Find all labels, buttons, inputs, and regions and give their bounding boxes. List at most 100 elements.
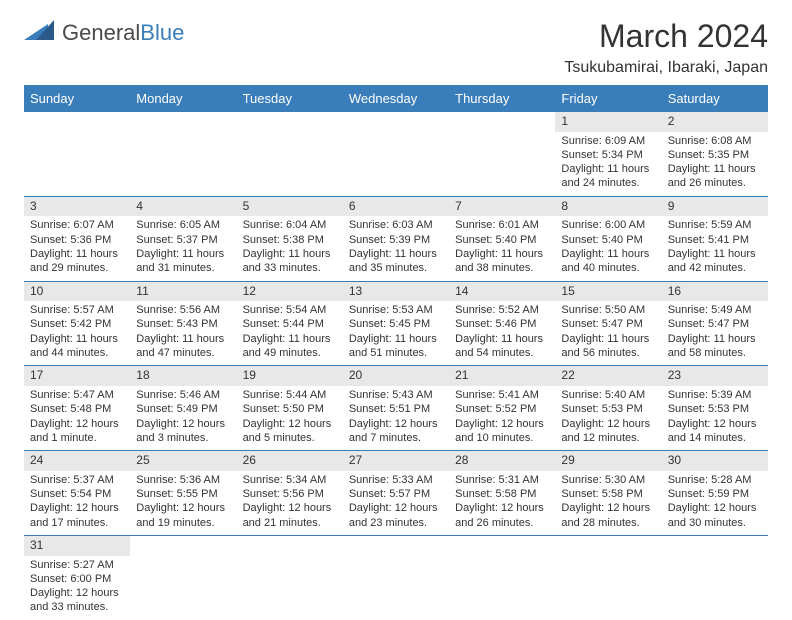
dayname: Monday	[130, 85, 236, 112]
day-number: 9	[662, 197, 768, 217]
calendar-cell	[343, 535, 449, 619]
sunrise-text: Sunrise: 5:28 AM	[668, 473, 762, 487]
day-number: 10	[24, 282, 130, 302]
daylight-text: Daylight: 11 hours and 42 minutes.	[668, 247, 762, 276]
sunrise-text: Sunrise: 5:34 AM	[243, 473, 337, 487]
daylight-text: Daylight: 12 hours and 28 minutes.	[561, 501, 655, 530]
sunrise-text: Sunrise: 6:08 AM	[668, 134, 762, 148]
calendar-cell: 22Sunrise: 5:40 AMSunset: 5:53 PMDayligh…	[555, 366, 661, 451]
daylight-text: Daylight: 11 hours and 29 minutes.	[30, 247, 124, 276]
sunset-text: Sunset: 5:48 PM	[30, 402, 124, 416]
sunset-text: Sunset: 5:59 PM	[668, 487, 762, 501]
sunset-text: Sunset: 5:38 PM	[243, 233, 337, 247]
logo-text-1: General	[62, 20, 140, 45]
calendar-row: 10Sunrise: 5:57 AMSunset: 5:42 PMDayligh…	[24, 281, 768, 366]
calendar-cell: 1Sunrise: 6:09 AMSunset: 5:34 PMDaylight…	[555, 112, 661, 196]
day-number: 15	[555, 282, 661, 302]
sunrise-text: Sunrise: 5:46 AM	[136, 388, 230, 402]
sunset-text: Sunset: 5:58 PM	[455, 487, 549, 501]
sunrise-text: Sunrise: 5:56 AM	[136, 303, 230, 317]
calendar-cell: 3Sunrise: 6:07 AMSunset: 5:36 PMDaylight…	[24, 196, 130, 281]
sunrise-text: Sunrise: 5:57 AM	[30, 303, 124, 317]
calendar-cell	[662, 535, 768, 619]
day-number: 29	[555, 451, 661, 471]
day-number: 27	[343, 451, 449, 471]
sunrise-text: Sunrise: 5:39 AM	[668, 388, 762, 402]
calendar-cell: 26Sunrise: 5:34 AMSunset: 5:56 PMDayligh…	[237, 451, 343, 536]
daylight-text: Daylight: 11 hours and 40 minutes.	[561, 247, 655, 276]
day-number: 4	[130, 197, 236, 217]
logo-text: GeneralBlue	[62, 20, 184, 46]
sunrise-text: Sunrise: 5:27 AM	[30, 558, 124, 572]
calendar-cell: 19Sunrise: 5:44 AMSunset: 5:50 PMDayligh…	[237, 366, 343, 451]
sunrise-text: Sunrise: 5:41 AM	[455, 388, 549, 402]
daylight-text: Daylight: 11 hours and 35 minutes.	[349, 247, 443, 276]
logo-mark-icon	[24, 18, 58, 47]
sunset-text: Sunset: 5:36 PM	[30, 233, 124, 247]
calendar-cell: 10Sunrise: 5:57 AMSunset: 5:42 PMDayligh…	[24, 281, 130, 366]
calendar-cell: 30Sunrise: 5:28 AMSunset: 5:59 PMDayligh…	[662, 451, 768, 536]
location: Tsukubamirai, Ibaraki, Japan	[564, 59, 768, 77]
sunset-text: Sunset: 5:45 PM	[349, 317, 443, 331]
day-number: 25	[130, 451, 236, 471]
sunset-text: Sunset: 5:40 PM	[455, 233, 549, 247]
sunrise-text: Sunrise: 6:05 AM	[136, 218, 230, 232]
sunrise-text: Sunrise: 5:37 AM	[30, 473, 124, 487]
daylight-text: Daylight: 11 hours and 49 minutes.	[243, 332, 337, 361]
calendar-cell: 27Sunrise: 5:33 AMSunset: 5:57 PMDayligh…	[343, 451, 449, 536]
dayname: Saturday	[662, 85, 768, 112]
daylight-text: Daylight: 11 hours and 31 minutes.	[136, 247, 230, 276]
title-block: March 2024 Tsukubamirai, Ibaraki, Japan	[564, 18, 768, 77]
sunset-text: Sunset: 5:58 PM	[561, 487, 655, 501]
sunrise-text: Sunrise: 5:53 AM	[349, 303, 443, 317]
calendar-cell: 8Sunrise: 6:00 AMSunset: 5:40 PMDaylight…	[555, 196, 661, 281]
sunrise-text: Sunrise: 6:03 AM	[349, 218, 443, 232]
day-number: 3	[24, 197, 130, 217]
logo: GeneralBlue	[24, 18, 184, 47]
sunrise-text: Sunrise: 5:43 AM	[349, 388, 443, 402]
daylight-text: Daylight: 12 hours and 19 minutes.	[136, 501, 230, 530]
daylight-text: Daylight: 12 hours and 26 minutes.	[455, 501, 549, 530]
sunset-text: Sunset: 6:00 PM	[30, 572, 124, 586]
day-number: 21	[449, 366, 555, 386]
daylight-text: Daylight: 12 hours and 7 minutes.	[349, 417, 443, 446]
sunrise-text: Sunrise: 5:49 AM	[668, 303, 762, 317]
day-number: 1	[555, 112, 661, 132]
day-number: 16	[662, 282, 768, 302]
calendar-cell: 23Sunrise: 5:39 AMSunset: 5:53 PMDayligh…	[662, 366, 768, 451]
calendar-cell: 7Sunrise: 6:01 AMSunset: 5:40 PMDaylight…	[449, 196, 555, 281]
daylight-text: Daylight: 11 hours and 51 minutes.	[349, 332, 443, 361]
day-number: 14	[449, 282, 555, 302]
day-number: 28	[449, 451, 555, 471]
sunset-text: Sunset: 5:54 PM	[30, 487, 124, 501]
calendar-table: Sunday Monday Tuesday Wednesday Thursday…	[24, 85, 768, 620]
calendar-cell: 24Sunrise: 5:37 AMSunset: 5:54 PMDayligh…	[24, 451, 130, 536]
daylight-text: Daylight: 11 hours and 44 minutes.	[30, 332, 124, 361]
day-number: 31	[24, 536, 130, 556]
calendar-cell	[449, 535, 555, 619]
calendar-row: 31 Sunrise: 5:27 AMSunset: 6:00 PMDayligh…	[24, 535, 768, 619]
sunrise-text: Sunrise: 5:33 AM	[349, 473, 443, 487]
sunset-text: Sunset: 5:50 PM	[243, 402, 337, 416]
sunrise-text: Sunrise: 6:01 AM	[455, 218, 549, 232]
calendar-cell	[24, 112, 130, 196]
calendar-cell: 15Sunrise: 5:50 AMSunset: 5:47 PMDayligh…	[555, 281, 661, 366]
calendar-cell	[555, 535, 661, 619]
sunrise-text: Sunrise: 6:09 AM	[561, 134, 655, 148]
daylight-text: Daylight: 12 hours and 33 minutes.	[30, 586, 124, 615]
daylight-text: Daylight: 11 hours and 56 minutes.	[561, 332, 655, 361]
calendar-cell: 18Sunrise: 5:46 AMSunset: 5:49 PMDayligh…	[130, 366, 236, 451]
calendar-cell: 17Sunrise: 5:47 AMSunset: 5:48 PMDayligh…	[24, 366, 130, 451]
day-number: 8	[555, 197, 661, 217]
sunrise-text: Sunrise: 5:52 AM	[455, 303, 549, 317]
sunset-text: Sunset: 5:49 PM	[136, 402, 230, 416]
sunset-text: Sunset: 5:37 PM	[136, 233, 230, 247]
daylight-text: Daylight: 11 hours and 26 minutes.	[668, 162, 762, 191]
sunset-text: Sunset: 5:47 PM	[668, 317, 762, 331]
sunrise-text: Sunrise: 5:54 AM	[243, 303, 337, 317]
daylight-text: Daylight: 12 hours and 1 minute.	[30, 417, 124, 446]
day-number: 13	[343, 282, 449, 302]
daylight-text: Daylight: 11 hours and 54 minutes.	[455, 332, 549, 361]
sunset-text: Sunset: 5:47 PM	[561, 317, 655, 331]
dayname: Wednesday	[343, 85, 449, 112]
